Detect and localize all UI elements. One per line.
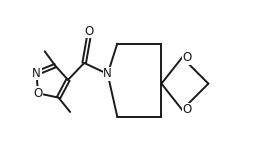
- Text: N: N: [32, 67, 41, 80]
- Text: O: O: [182, 103, 192, 116]
- Text: O: O: [182, 51, 192, 64]
- Text: O: O: [84, 25, 94, 38]
- Text: N: N: [103, 67, 112, 80]
- Text: O: O: [33, 87, 43, 100]
